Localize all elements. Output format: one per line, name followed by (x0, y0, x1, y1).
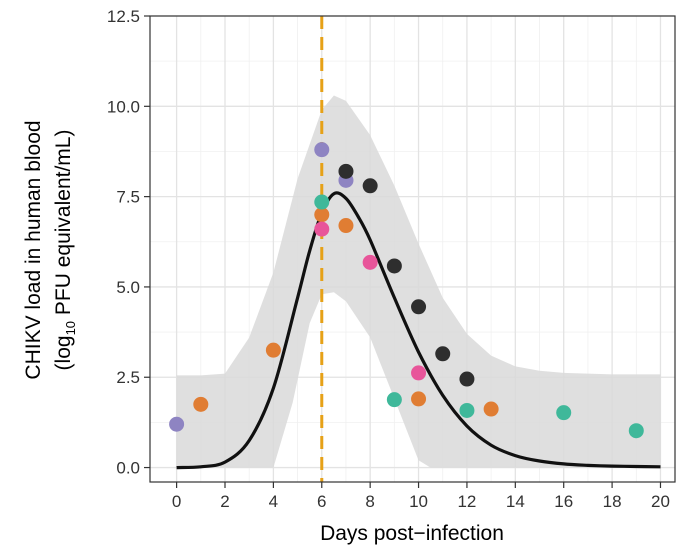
data-point (459, 402, 475, 418)
x-tick-label: 2 (220, 492, 229, 511)
data-point (386, 392, 402, 408)
y-tick-label: 12.5 (107, 7, 140, 26)
data-point (411, 365, 427, 381)
data-point (362, 254, 378, 270)
y-tick-label: 0.0 (116, 459, 140, 478)
data-point (265, 342, 281, 358)
y-axis-ticks: 0.0 2.5 5.0 7.5 10.0 12.5 (107, 7, 150, 478)
x-tick-label: 16 (554, 492, 573, 511)
data-point (459, 371, 475, 387)
data-point (483, 401, 499, 417)
x-tick-label: 12 (457, 492, 476, 511)
x-tick-label: 6 (317, 492, 326, 511)
x-axis-ticks: 0 2 4 6 8 10 12 14 16 18 20 (172, 482, 670, 511)
data-point (362, 178, 378, 194)
y-axis-title: CHIKV load in human blood (log10 PFU equ… (22, 120, 78, 379)
x-tick-label: 4 (269, 492, 278, 511)
data-points (169, 142, 644, 439)
x-tick-label: 10 (409, 492, 428, 511)
y-axis-title-log: (log (52, 335, 75, 370)
data-point (386, 258, 402, 274)
data-point (314, 207, 330, 223)
x-tick-label: 20 (651, 492, 670, 511)
data-point (411, 299, 427, 315)
y-tick-label: 5.0 (116, 278, 140, 297)
x-tick-label: 18 (603, 492, 622, 511)
x-axis-title: Days post−infection (320, 522, 504, 545)
data-point (314, 221, 330, 237)
data-point (169, 416, 185, 432)
data-point (628, 423, 644, 439)
y-axis-title-unit: PFU equivalent/mL) (52, 130, 75, 321)
data-point (314, 194, 330, 210)
y-axis-title-subscript: 10 (63, 321, 78, 335)
plot-border (149, 15, 676, 483)
x-tick-label: 14 (506, 492, 525, 511)
data-point (556, 405, 572, 421)
x-tick-label: 0 (172, 492, 181, 511)
y-tick-label: 10.0 (107, 97, 140, 116)
data-point (314, 142, 330, 158)
y-axis-title-line1: CHIKV load in human blood (22, 120, 45, 379)
data-point (338, 163, 354, 179)
y-axis-title-line2: (log10 PFU equivalent/mL) (52, 130, 78, 371)
data-point (411, 391, 427, 407)
y-tick-label: 7.5 (116, 188, 140, 207)
confidence-ribbon (176, 95, 661, 468)
data-point (193, 396, 209, 412)
y-tick-label: 2.5 (116, 368, 140, 387)
data-point (435, 346, 451, 362)
data-point (338, 218, 354, 234)
fitted-curve (176, 191, 661, 470)
x-tick-label: 8 (365, 492, 374, 511)
